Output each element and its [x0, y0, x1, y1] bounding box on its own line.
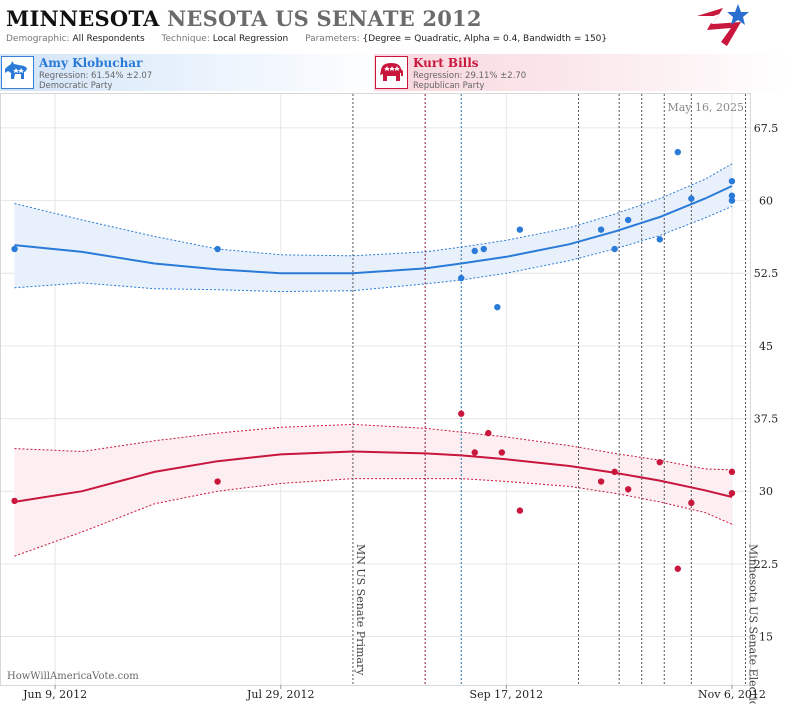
event-lines: MN US Senate Primary Minnesota US Senate …: [352, 94, 759, 704]
axis-labels: 15 22.5 30 37.5 45 52.5 60 67.5 Jun 9, 2012 Jul 2…: [22, 122, 778, 701]
poll-point: [728, 468, 736, 476]
poll-point: [11, 497, 18, 505]
poll-point: [674, 148, 682, 156]
candidate-name: Kurt Bills: [413, 56, 479, 70]
demographic-value: All Respondents: [72, 34, 145, 44]
regression-line: [14, 450, 733, 503]
event-label: MN US Senate Primary: [354, 544, 367, 676]
confidence-band: [14, 424, 732, 557]
poll-point: [480, 245, 487, 253]
event-label: Minnesota US Senate Election: [746, 544, 759, 704]
poll-point: [471, 449, 478, 456]
site-logo-icon: [697, 4, 749, 46]
poll-point: [494, 303, 501, 311]
y-tick-label: 67.5: [754, 122, 779, 135]
poll-points: [11, 148, 736, 572]
y-tick-label: 37.5: [754, 413, 779, 426]
band-upper-line: [14, 423, 733, 471]
poll-point: [597, 226, 605, 233]
demographic-label: Demographic:: [6, 34, 70, 44]
x-tick-label: Jun 9, 2012: [22, 688, 87, 701]
candidate-party: Republican Party: [413, 81, 485, 91]
header: MINNESOTA NESOTA US SENATE 2012 Demograp…: [0, 0, 789, 52]
candidate-republican: Kurt Bills Regression: 29.11% ±2.70 Repu…: [374, 54, 789, 91]
title-race: NESOTA US SENATE 2012: [167, 6, 482, 31]
poll-point: [656, 236, 663, 243]
band-upper-line: [14, 163, 733, 257]
candidate-regression: Regression: 61.54% ±2.07: [39, 71, 153, 81]
poll-point: [728, 197, 736, 204]
technique-value: Local Regression: [212, 34, 289, 44]
title-state: MINNESOTA: [6, 6, 160, 31]
poll-point: [728, 192, 736, 199]
candidate-name: Amy Klobuchar: [39, 56, 143, 70]
poll-point: [624, 486, 632, 493]
gridlines: [1, 94, 750, 689]
x-tick-label: Jul 29, 2012: [246, 688, 315, 701]
poll-point: [688, 195, 695, 202]
confidence-band: [14, 163, 732, 292]
poll-point: [728, 489, 736, 497]
regression-lines: [14, 185, 733, 503]
poll-point: [214, 478, 221, 485]
poll-point: [656, 458, 663, 466]
poll-point: [688, 499, 695, 507]
y-tick-label: 22.5: [754, 558, 779, 571]
candidate-party: Democratic Party: [39, 81, 113, 91]
parameters-value: {Degree = Quadratic, Alpha = 0.4, Bandwi…: [362, 34, 608, 44]
y-tick-label: 30: [759, 485, 773, 498]
poll-point: [11, 245, 18, 253]
watermark-text: HowWillAmericaVote.com: [7, 671, 139, 682]
page-title: MINNESOTA NESOTA US SENATE 2012: [6, 6, 482, 31]
parameters-label: Parameters:: [305, 34, 360, 44]
y-tick-label: 60: [759, 195, 773, 208]
poll-point: [458, 274, 465, 282]
poll-point: [624, 216, 632, 224]
democrat-donkey-icon: [1, 56, 34, 89]
poll-point: [611, 468, 618, 476]
poll-point: [498, 449, 506, 456]
x-tick-label: Nov 6, 2012: [698, 688, 766, 701]
republican-elephant-icon: [375, 56, 408, 89]
y-tick-label: 15: [759, 631, 773, 644]
poll-point: [597, 478, 605, 485]
band-lower-line: [14, 478, 733, 557]
y-tick-label: 52.5: [754, 267, 779, 280]
poll-point: [214, 245, 221, 253]
parameters-line: Demographic: All Respondents Technique: …: [6, 34, 621, 44]
date-stamp: May 16, 2025: [667, 101, 744, 114]
poll-point: [611, 245, 618, 253]
poll-point: [516, 226, 524, 233]
regression-line: [14, 185, 733, 275]
poll-point: [674, 565, 682, 572]
candidate-democrat: Amy Klobuchar Regression: 61.54% ±2.07 D…: [0, 54, 394, 91]
x-tick-label: Sep 17, 2012: [470, 688, 544, 701]
poll-point: [516, 507, 524, 514]
confidence-bands: [14, 163, 733, 557]
poll-point: [728, 177, 736, 185]
band-lower-line: [14, 205, 733, 293]
poll-point: [485, 429, 492, 437]
poll-point: [458, 410, 465, 417]
poll-point: [471, 247, 478, 255]
technique-label: Technique:: [161, 34, 210, 44]
y-tick-label: 45: [759, 340, 773, 353]
plot-frame: [0, 93, 751, 686]
candidate-regression: Regression: 29.11% ±2.70: [413, 71, 527, 81]
